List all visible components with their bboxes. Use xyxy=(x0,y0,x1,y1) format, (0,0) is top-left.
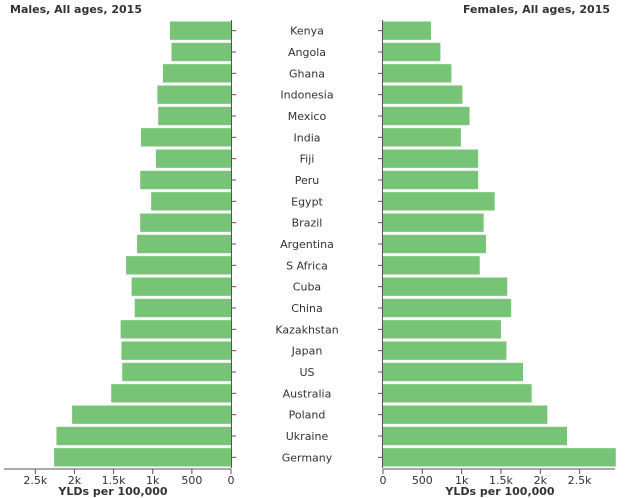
female-bar-argentina xyxy=(383,234,487,254)
country-label-australia: Australia xyxy=(283,387,332,400)
country-label-germany: Germany xyxy=(282,451,333,464)
males-axis: 0 500 1k 1.5k 2k 2.5k xyxy=(4,20,236,487)
male-bar-china xyxy=(134,298,231,318)
female-bar-mexico xyxy=(383,106,470,126)
male-bar-poland xyxy=(72,405,231,424)
male-x-tick-label: 2k xyxy=(68,474,82,487)
country-label-china: China xyxy=(291,302,322,315)
country-label-india: India xyxy=(294,131,321,144)
female-x-tick-label: 500 xyxy=(412,474,433,487)
female-x-tick-label: 2.5k xyxy=(568,474,592,487)
males-bars xyxy=(54,21,232,467)
female-bar-ukraine xyxy=(383,426,568,446)
males-panel-title: Males, All ages, 2015 xyxy=(10,3,142,16)
male-x-tick-label: 2.5k xyxy=(23,474,47,487)
country-label-egypt: Egypt xyxy=(291,195,323,208)
country-label-fiji: Fiji xyxy=(300,153,315,166)
female-bar-australia xyxy=(383,384,532,403)
female-bar-egypt xyxy=(383,192,495,211)
female-bar-japan xyxy=(383,341,507,360)
female-bar-fiji xyxy=(383,149,479,168)
male-bar-brazil xyxy=(140,213,231,232)
female-bar-ghana xyxy=(383,64,452,83)
country-label-peru: Peru xyxy=(295,174,320,187)
male-bar-mexico xyxy=(158,106,231,126)
country-label-cuba: Cuba xyxy=(293,281,321,294)
male-bar-india xyxy=(140,128,231,147)
female-bar-china xyxy=(383,298,512,318)
male-bar-japan xyxy=(121,341,231,360)
male-bar-kazakhstan xyxy=(120,320,231,339)
male-bar-australia xyxy=(111,384,231,403)
male-bar-ukraine xyxy=(56,426,232,446)
males-x-axis-title: YLDs per 100,000 xyxy=(57,485,168,498)
male-bar-cuba xyxy=(131,277,231,296)
male-bar-angola xyxy=(171,42,231,62)
female-bar-angola xyxy=(383,42,441,62)
female-bar-germany xyxy=(383,448,616,467)
country-label-brazil: Brazil xyxy=(292,217,323,230)
country-label-angola: Angola xyxy=(288,46,326,59)
female-x-tick-label: 2k xyxy=(534,474,548,487)
country-label-indonesia: Indonesia xyxy=(280,89,333,102)
male-bar-fiji xyxy=(155,149,231,168)
country-labels: Kenya Angola Ghana Indonesia Mexico India Fiji… xyxy=(275,25,338,465)
country-label-poland: Poland xyxy=(289,409,326,422)
country-label-us: US xyxy=(299,366,314,379)
male-bar-argentina xyxy=(137,234,231,254)
female-x-tick-label: 1.5k xyxy=(489,474,513,487)
female-bar-us xyxy=(383,362,523,382)
females-axis: 0 500 1k 1.5k 2k 2.5k xyxy=(378,20,615,487)
male-bar-peru xyxy=(140,170,231,190)
male-bar-egypt xyxy=(151,192,231,211)
female-x-tick-label: 0 xyxy=(380,474,387,487)
country-label-japan: Japan xyxy=(291,345,323,358)
female-bar-cuba xyxy=(383,277,508,296)
female-bar-kenya xyxy=(383,21,431,40)
female-bar-indonesia xyxy=(383,85,463,104)
male-bar-ghana xyxy=(162,64,231,83)
country-label-ukraine: Ukraine xyxy=(286,430,329,443)
country-label-mexico: Mexico xyxy=(288,110,327,123)
female-bar-poland xyxy=(383,405,548,424)
country-label-ghana: Ghana xyxy=(289,67,325,80)
females-x-axis-title: YLDs per 100,000 xyxy=(444,485,555,498)
females-bars xyxy=(383,21,616,467)
male-x-tick-label: 0 xyxy=(228,474,235,487)
female-bar-peru xyxy=(383,170,479,190)
country-label-kenya: Kenya xyxy=(290,25,324,38)
female-bar-kazakhstan xyxy=(383,320,501,339)
male-bar-s-africa xyxy=(126,256,231,275)
female-bar-india xyxy=(383,128,461,147)
female-bar-brazil xyxy=(383,213,484,232)
male-bar-indonesia xyxy=(157,85,231,104)
male-x-tick-label: 1k xyxy=(146,474,160,487)
male-x-tick-label: 1.5k xyxy=(102,474,126,487)
female-bar-s-africa xyxy=(383,256,480,275)
male-bar-kenya xyxy=(169,21,231,40)
females-panel-title: Females, All ages, 2015 xyxy=(463,3,610,16)
country-label-argentina: Argentina xyxy=(280,238,334,251)
male-x-tick-label: 500 xyxy=(181,474,202,487)
country-label-kazakhstan: Kazakhstan xyxy=(275,323,338,336)
female-x-tick-label: 1k xyxy=(455,474,469,487)
male-bar-us xyxy=(122,362,231,382)
country-label-s-africa: S Africa xyxy=(286,259,328,272)
male-bar-germany xyxy=(54,448,231,467)
